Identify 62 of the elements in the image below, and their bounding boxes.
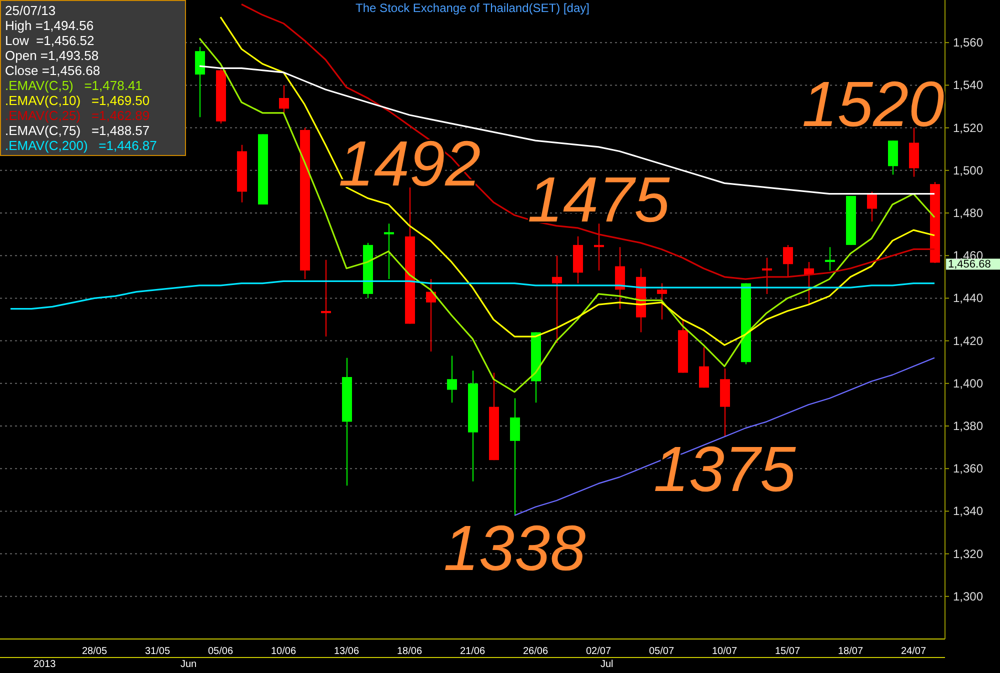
y-tick-label: 1,480 — [953, 206, 984, 220]
text: .EMAV(C,5) =1,478.41 — [5, 78, 144, 93]
y-tick-label: 1,380 — [953, 419, 984, 433]
y-tick-label: 1,500 — [953, 163, 984, 178]
candlestick — [510, 398, 520, 516]
y-tick-label: 1,520 — [953, 120, 984, 135]
y-tick-label: 1,420 — [953, 334, 984, 348]
x-tick-label: 18/06 — [396, 646, 422, 658]
candlestick — [825, 246, 835, 272]
annotation: Close =1,456.68 — [5, 63, 102, 78]
candlestick — [657, 282, 667, 320]
annotation: 1475 — [527, 164, 670, 236]
candlestick — [594, 223, 604, 272]
text: 2013 — [34, 659, 56, 670]
annotation: Low =1,456.52 — [5, 33, 96, 48]
candlestick — [447, 355, 457, 404]
text: Jun — [180, 659, 197, 670]
text: .EMAV(C,200) =1,446.87 — [5, 138, 158, 153]
annotation: High =1,494.56 — [5, 18, 95, 33]
text: .EMAV(C,75) =1,488.57 — [5, 123, 151, 138]
x-tick-label: 15/07 — [774, 646, 800, 658]
x-tick-label: 24/07 — [900, 646, 926, 658]
candlestick — [615, 246, 625, 310]
y-tick-label: 1,300 — [953, 589, 984, 604]
x-tick-label: 05/07 — [648, 646, 674, 658]
annotation: 1520 — [802, 68, 945, 140]
y-tick-label: 1,340 — [953, 504, 984, 518]
annotation: 1338 — [443, 512, 586, 584]
candlestick — [321, 259, 331, 338]
x-tick-label: 10/07 — [712, 646, 738, 658]
x-tick-label: 02/07 — [586, 646, 612, 658]
x-tick-label: 10/06 — [270, 646, 296, 658]
y-tick-label: 1,360 — [953, 462, 984, 476]
x-tick-label: 05/06 — [208, 646, 234, 658]
candlestick — [426, 278, 436, 352]
candlestick — [867, 191, 877, 222]
candlestick — [195, 46, 205, 118]
y-tick-label: 1,400 — [953, 376, 984, 390]
x-tick-label: 18/07 — [838, 646, 864, 658]
candlestick — [699, 346, 709, 388]
candlestick — [762, 257, 772, 294]
x-tick-label: 26/06 — [522, 646, 548, 658]
text: Jul — [600, 659, 614, 670]
y-tick-label: 1,560 — [953, 36, 984, 50]
text: .EMAV(C,25) =1,462.89 — [5, 108, 151, 123]
x-tick-label: 31/05 — [144, 646, 170, 658]
x-tick-label: 28/05 — [82, 646, 108, 658]
candlestick — [783, 244, 793, 278]
line-series — [514, 357, 936, 516]
x-tick-label: 13/06 — [334, 646, 360, 658]
chart-title: The Stock Exchange of Thailand(SET) [day] — [356, 1, 590, 15]
y-tick-label: 1,320 — [953, 546, 984, 561]
candlestick — [384, 223, 394, 280]
annotation: 25/07/13 — [5, 3, 57, 18]
candlestick — [279, 84, 289, 114]
text: .EMAV(C,10) =1,469.50 — [5, 93, 151, 108]
candlestick — [552, 255, 562, 344]
y-tick-label: 1,540 — [953, 78, 984, 92]
annotation: 1375 — [653, 433, 796, 506]
x-tick-label: 21/06 — [460, 646, 486, 658]
y-tick-label: 1,440 — [953, 291, 984, 306]
annotation: Open =1,493.58 — [5, 48, 100, 63]
